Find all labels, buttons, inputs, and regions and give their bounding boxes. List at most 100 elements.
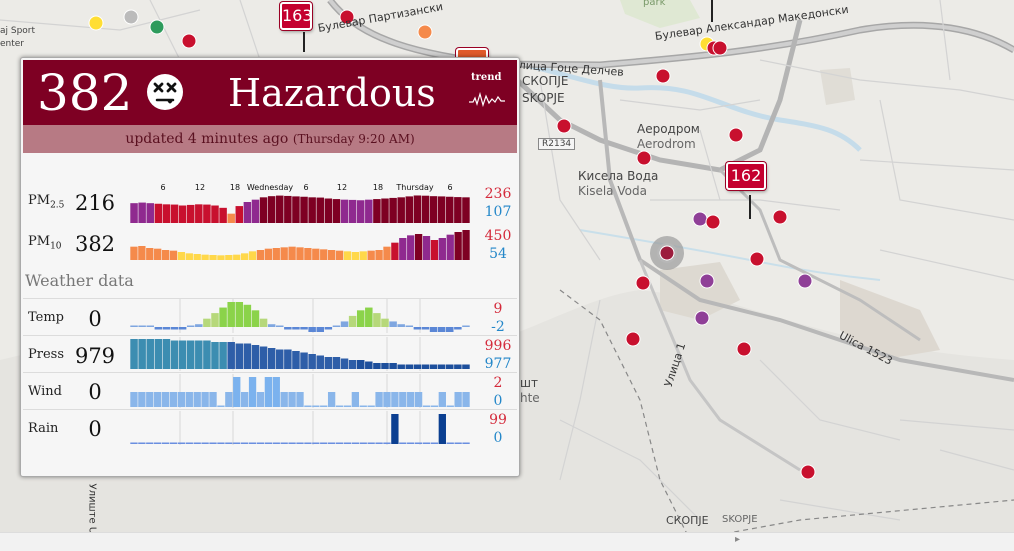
chart-bar — [446, 196, 454, 223]
press-max: 996 — [484, 338, 512, 354]
place-label-skopje: СКОПЈЕ — [522, 74, 569, 88]
chart-bar — [272, 442, 280, 444]
chart-bar — [356, 360, 365, 369]
chart-bar — [169, 442, 178, 444]
chart-bar — [235, 302, 244, 327]
pm25-chart[interactable] — [130, 193, 470, 225]
chart-bar — [130, 339, 138, 369]
chart-bar — [146, 325, 154, 327]
chart-bar — [308, 354, 316, 369]
chart-bar — [195, 340, 203, 369]
chart-bar — [383, 392, 391, 407]
chart-bar — [381, 318, 389, 327]
chart-bar — [276, 349, 284, 369]
wind-label: Wind — [28, 384, 62, 399]
chart-bar — [219, 207, 227, 223]
chart-bar — [193, 442, 201, 444]
chart-bar — [267, 348, 276, 369]
chart-bar — [272, 248, 280, 260]
chart-bar — [186, 325, 195, 327]
chart-bar — [162, 327, 171, 330]
pm10-label: PM10 — [28, 234, 62, 252]
chart-bar — [146, 203, 154, 223]
chart-bar — [446, 327, 454, 332]
chart-bar — [462, 325, 470, 327]
chart-bar — [312, 442, 320, 444]
chart-bar — [178, 340, 187, 369]
chart-bar — [259, 346, 268, 369]
temp-chart[interactable] — [130, 299, 470, 333]
chart-bar — [233, 254, 241, 260]
chart-bar — [186, 340, 195, 369]
aqi-level: Hazardous — [228, 71, 436, 115]
chart-bar — [209, 392, 217, 407]
chart-bar — [421, 327, 430, 330]
press-label: Press — [28, 347, 64, 362]
chart-bar — [241, 392, 249, 407]
aqi-marker[interactable]: 163 — [280, 2, 313, 30]
axis-tick-label: 6 — [447, 183, 452, 192]
trend-button[interactable]: trend — [467, 72, 507, 116]
chart-bar — [243, 304, 252, 327]
chart-bar — [296, 247, 304, 260]
chart-bar — [227, 213, 235, 223]
place-label-skopje-south-latin: SKOPJE — [722, 514, 758, 525]
chart-bar — [130, 325, 138, 327]
chart-bar — [185, 253, 193, 260]
chart-bar — [454, 442, 462, 444]
chart-bar — [462, 197, 470, 223]
chart-bar — [437, 196, 446, 223]
wind-value: 0 — [88, 380, 102, 404]
chart-bar — [383, 246, 391, 260]
aqi-header: 382 Hazardous trend — [23, 60, 517, 125]
rain-chart[interactable] — [130, 411, 470, 447]
aqi-marker[interactable]: 162 — [726, 162, 766, 190]
chart-bar — [446, 442, 454, 444]
chart-bar — [359, 405, 367, 407]
wind-max: 2 — [493, 375, 503, 391]
chart-bar — [335, 442, 344, 444]
chart-bar — [256, 392, 265, 407]
chart-bar — [280, 392, 288, 407]
chart-bar — [332, 357, 341, 369]
chart-bar — [327, 392, 336, 407]
chart-bar — [267, 196, 276, 223]
pm25-value: 216 — [74, 191, 116, 215]
chart-bar — [348, 199, 357, 223]
chart-bar — [130, 392, 138, 407]
chart-bar — [225, 392, 233, 407]
station-circles[interactable] — [88, 9, 816, 480]
chart-bar — [300, 196, 308, 223]
chart-bar — [391, 392, 399, 407]
place-label-sport: aj Sport — [0, 26, 36, 36]
pm25-max: 236 — [484, 186, 512, 202]
chart-bar — [422, 442, 431, 444]
chart-bar — [422, 405, 431, 407]
chart-bar — [225, 442, 233, 444]
press-chart[interactable] — [130, 337, 470, 371]
chart-bar — [185, 442, 193, 444]
chart-bar — [241, 253, 249, 260]
chart-bar — [343, 251, 352, 260]
rain-max: 99 — [489, 412, 507, 428]
scroll-arrow-icon[interactable]: ▸ — [735, 534, 741, 545]
chart-bar — [195, 324, 203, 327]
wind-min: 0 — [493, 393, 503, 409]
chart-bar — [438, 414, 446, 444]
wind-chart[interactable] — [130, 374, 470, 408]
chart-bar — [407, 442, 415, 444]
chart-bar — [365, 307, 373, 327]
chart-bar — [177, 252, 186, 260]
chart-bar — [367, 442, 375, 444]
chart-bar — [203, 340, 211, 369]
chart-bar — [203, 318, 211, 327]
chart-bar — [276, 325, 284, 327]
chart-bar — [375, 392, 383, 407]
time-axis: 6 12 18 Wednesday 6 12 18 Thursday 6 — [160, 183, 452, 192]
updated-bar: updated 4 minutes ago (Thursday 9:20 AM) — [23, 125, 517, 153]
chart-bar — [367, 250, 375, 260]
pm10-chart[interactable] — [130, 228, 470, 262]
chart-bar — [389, 197, 397, 223]
chart-bar — [327, 250, 336, 260]
chart-bar — [243, 202, 252, 223]
